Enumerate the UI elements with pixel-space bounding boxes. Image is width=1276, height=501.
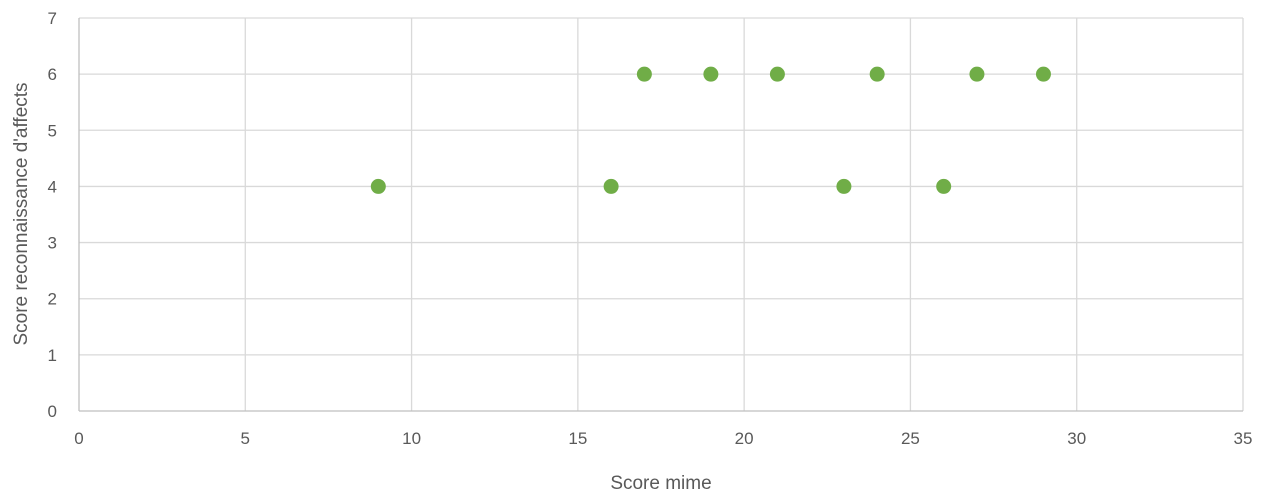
x-tick-label: 5	[241, 429, 250, 448]
y-axis-title: Score reconnaissance d'affects	[11, 82, 32, 345]
x-tick-label: 25	[901, 429, 920, 448]
data-point	[836, 178, 852, 194]
y-tick-label: 1	[48, 346, 57, 365]
x-axis-title: Score mime	[610, 473, 711, 494]
y-tick-label: 7	[48, 9, 57, 28]
x-tick-label: 35	[1234, 429, 1253, 448]
y-tick-label: 0	[48, 402, 57, 421]
data-point	[636, 66, 652, 82]
x-tick-label: 30	[1067, 429, 1086, 448]
x-tick-labels: 0 5 10 15 20 25 30 35	[74, 429, 1252, 448]
data-point	[370, 178, 386, 194]
data-point	[936, 178, 952, 194]
data-point	[969, 66, 985, 82]
axes	[78, 18, 1243, 412]
y-tick-label: 3	[48, 234, 57, 253]
x-tick-label: 20	[735, 429, 754, 448]
data-point	[869, 66, 885, 82]
y-tick-labels: 0 1 2 3 4 5 6 7	[48, 9, 57, 421]
x-tick-label: 10	[402, 429, 421, 448]
data-point	[1035, 66, 1051, 82]
y-tick-label: 5	[48, 121, 57, 140]
y-tick-label: 4	[48, 177, 57, 196]
y-tick-label: 6	[48, 65, 57, 84]
data-point	[603, 178, 619, 194]
x-tick-label: 0	[74, 429, 83, 448]
data-point	[703, 66, 719, 82]
y-tick-label: 2	[48, 290, 57, 309]
data-point	[769, 66, 785, 82]
data-points	[370, 66, 1051, 194]
grid-lines	[79, 17, 1244, 411]
x-tick-label: 15	[568, 429, 587, 448]
